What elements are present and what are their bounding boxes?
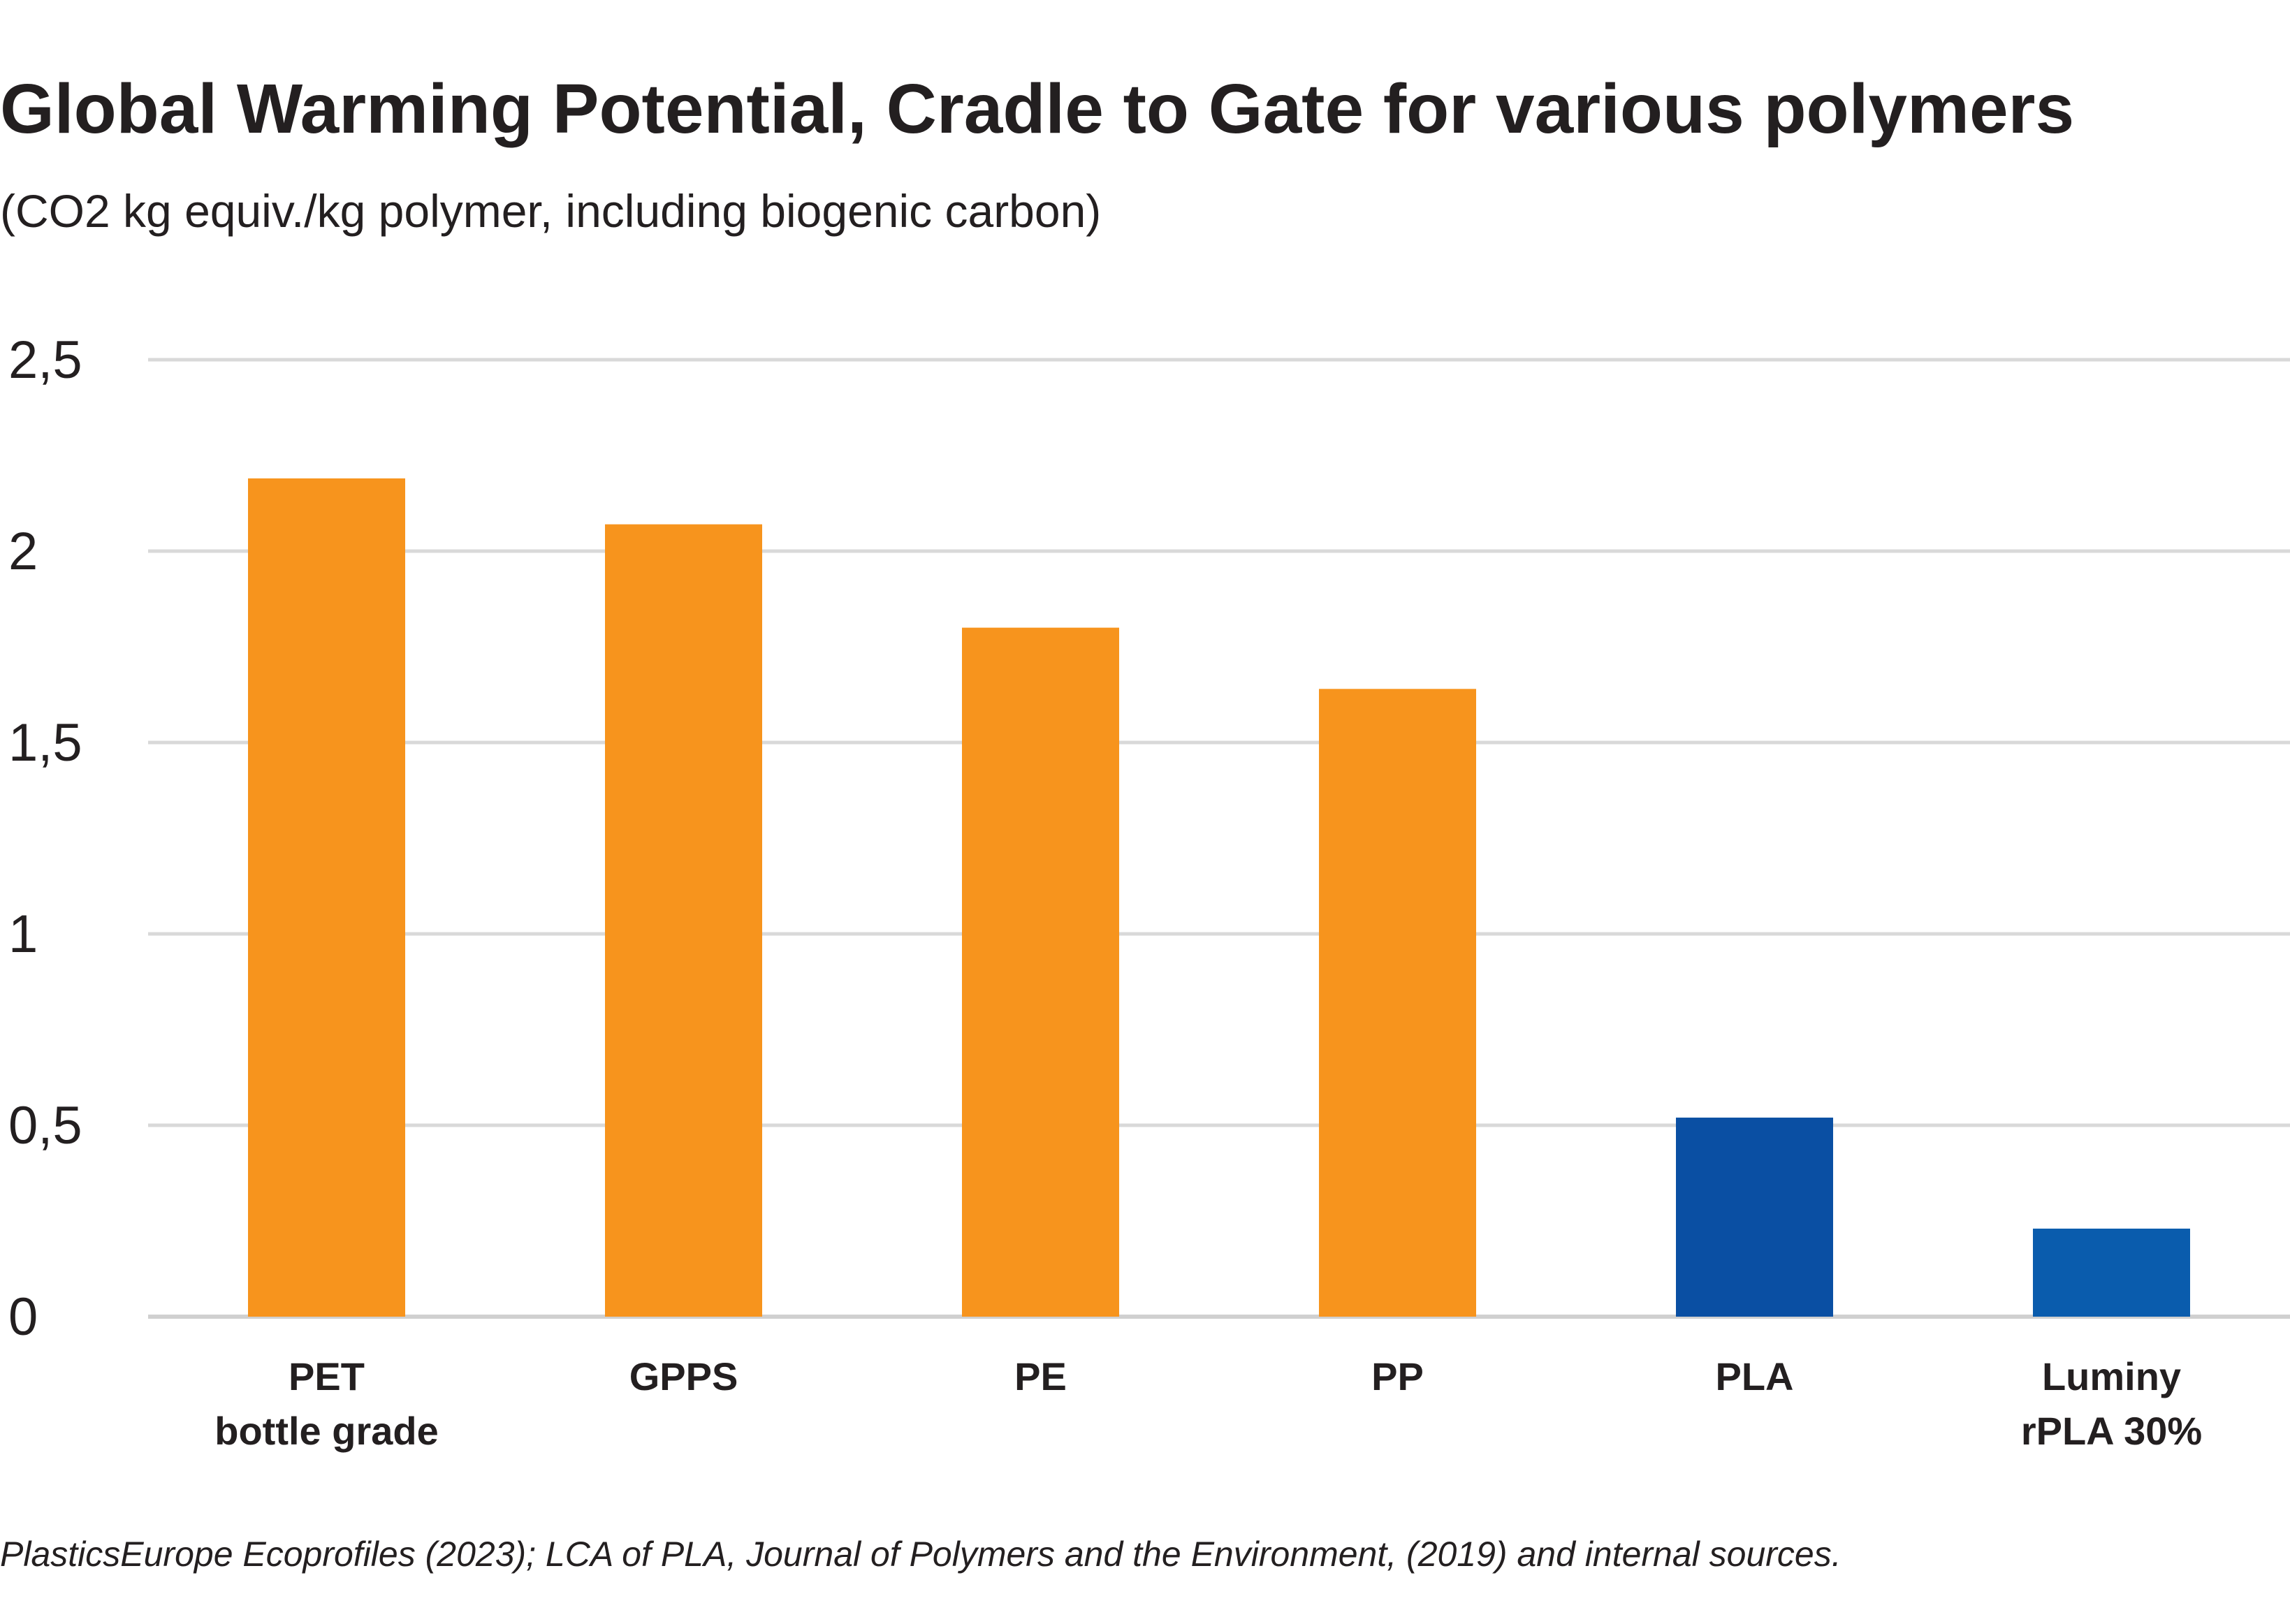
x-category-label: Luminy — [2042, 1354, 2181, 1398]
bar — [962, 627, 1119, 1317]
bar — [2033, 1228, 2190, 1317]
gridlines — [148, 358, 2290, 1319]
x-category-label: PE — [1014, 1354, 1067, 1398]
y-tick-label: 0 — [8, 1287, 38, 1347]
y-axis-ticks: 0 0,5 1 1,5 2 2,5 — [8, 330, 82, 1347]
x-axis-labels: PET bottle grade GPPS PE PP PLA Luminy rPLA 30% — [214, 1354, 2202, 1453]
x-category-label: PLA — [1716, 1354, 1794, 1398]
bar — [1319, 689, 1476, 1317]
y-tick-label: 2,5 — [8, 330, 82, 390]
x-category-label: GPPS — [629, 1354, 738, 1398]
x-category-label: rPLA 30% — [2021, 1409, 2202, 1453]
y-tick-label: 0,5 — [8, 1096, 82, 1155]
bar — [1676, 1118, 1833, 1317]
chart-title: Global Warming Potential, Cradle to Gate… — [0, 70, 2074, 148]
y-tick-label: 1,5 — [8, 713, 82, 773]
source-note: PlasticsEurope Ecoprofiles (2023); LCA o… — [0, 1535, 1842, 1574]
chart-subtitle: (CO2 kg equiv./kg polymer, including bio… — [0, 185, 1101, 237]
bar — [248, 478, 405, 1317]
y-tick-label: 2 — [8, 522, 38, 581]
x-category-label: PET — [289, 1354, 365, 1398]
y-tick-label: 1 — [8, 905, 38, 964]
bars — [248, 478, 2190, 1317]
x-category-label: bottle grade — [214, 1409, 438, 1453]
bar — [605, 524, 762, 1317]
x-category-label: PP — [1371, 1354, 1424, 1398]
